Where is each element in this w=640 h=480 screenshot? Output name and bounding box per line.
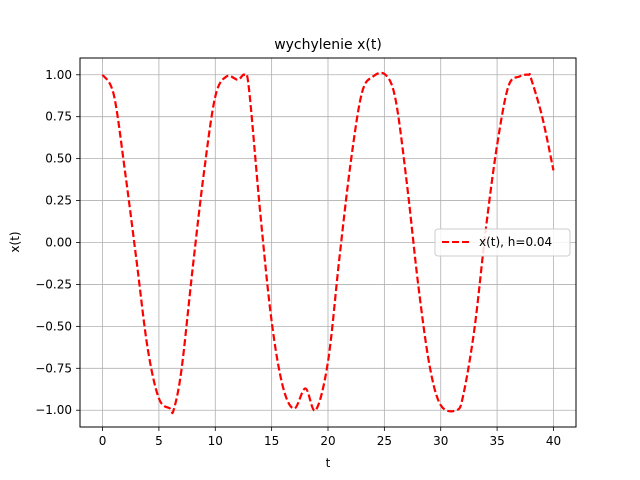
y-tick-label: 0.50 — [45, 152, 72, 166]
y-tick-label: 0.25 — [45, 194, 72, 208]
y-tick-label: −1.00 — [35, 403, 72, 417]
chart-title: wychylenie x(t) — [274, 37, 382, 53]
y-tick-label: −0.25 — [35, 277, 72, 291]
x-tick-label: 35 — [489, 434, 504, 448]
x-tick-label: 5 — [155, 434, 163, 448]
series-layer — [101, 71, 555, 415]
y-axis-label: x(t) — [8, 231, 22, 252]
series-line — [101, 71, 555, 415]
x-tick-label: 0 — [99, 434, 107, 448]
x-tick-label: 10 — [208, 434, 223, 448]
x-tick-label: 15 — [264, 434, 279, 448]
y-tick-label: −0.50 — [35, 319, 72, 333]
x-tick-label: 40 — [546, 434, 561, 448]
legend-box — [434, 228, 571, 257]
x-tick-label: 30 — [433, 434, 448, 448]
y-tick-label: 1.00 — [45, 68, 72, 82]
x-axis-label: t — [326, 456, 331, 470]
x-ticks: 0 5 10 15 20 25 30 35 40 — [99, 427, 561, 448]
legend: x(t), h=0.04 — [434, 228, 571, 257]
y-ticks: −1.00 −0.75 −0.50 −0.25 0.00 0.25 0.50 0.75 1.00 — [35, 68, 80, 417]
y-tick-label: 0.75 — [45, 110, 72, 124]
y-tick-label: −0.75 — [35, 361, 72, 375]
y-tick-label: 0.00 — [45, 236, 72, 250]
legend-label: x(t), h=0.04 — [479, 235, 552, 249]
x-tick-label: 25 — [377, 434, 392, 448]
x-tick-label: 20 — [320, 434, 335, 448]
